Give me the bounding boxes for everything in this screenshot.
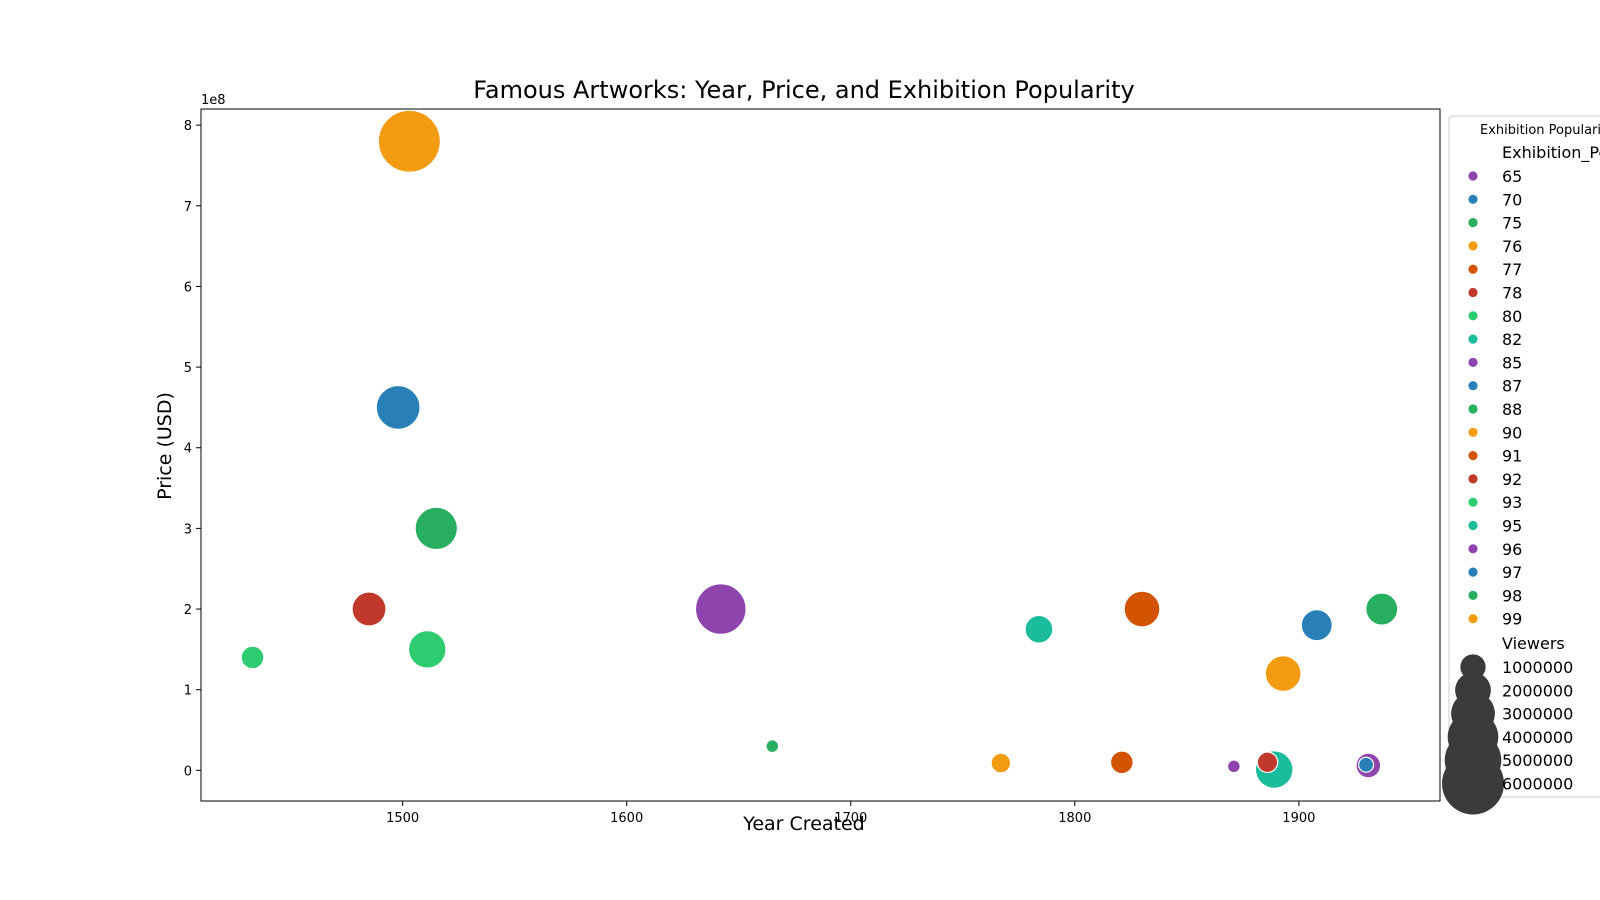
legend-size-label: 5000000 [1502,751,1573,770]
legend-hue-label: 98 [1502,586,1522,605]
legend-hue-label: 78 [1502,284,1522,303]
legend-color-swatch [1468,544,1478,554]
legend-color-swatch [1468,264,1478,274]
legend-hue-label: 95 [1502,517,1522,536]
legend-size-label: 4000000 [1502,728,1573,747]
y-tick-label: 2 [184,603,192,618]
legend-hue-label: 80 [1502,307,1522,326]
legend-color-swatch [1468,194,1478,204]
legend-hue-label: 97 [1502,563,1522,582]
plot-frame [200,108,1441,802]
legend-size-header: Viewers [1502,634,1565,653]
y-tick-label: 1 [184,684,192,699]
y-axis-label: Price (USD) [154,392,176,500]
legend-color-swatch [1468,427,1478,437]
legend-size-label: 6000000 [1502,775,1573,794]
legend-hue-label: 92 [1502,470,1522,489]
legend-hue-label: 88 [1502,400,1522,419]
chart-title: Famous Artworks: Year, Price, and Exhibi… [473,76,1134,104]
x-tick-label: 1500 [386,811,419,826]
data-point [1365,592,1399,626]
y-tick-label: 7 [184,200,192,215]
y-tick-label: 5 [184,361,192,376]
legend-hue-label: 77 [1502,260,1522,279]
data-point [1109,750,1134,775]
legend-hue-label: 65 [1502,167,1522,186]
data-point [1300,609,1333,642]
legend-hue-label: 70 [1502,190,1522,209]
legend-color-swatch [1468,171,1478,181]
y-axis-offset-text: 1e8 [201,93,226,108]
x-tick-label: 1700 [834,811,867,826]
legend-hue-label: 96 [1502,540,1522,559]
y-tick-label: 0 [184,764,192,779]
data-points [240,109,1399,789]
legend-hue-header: Exhibition_Popularity [1502,143,1600,163]
legend-size-label: 2000000 [1502,681,1573,700]
legend-color-swatch [1468,404,1478,414]
legend-color-swatch [1468,241,1478,251]
data-point [375,384,421,430]
legend-size-entries: 1000000 2000000 3000000 4000000 5000000 60000… [1442,654,1573,815]
data-point [240,645,265,670]
data-point [1123,590,1161,628]
legend-color-swatch [1468,381,1478,391]
legend-hue-label: 76 [1502,237,1522,256]
legend-color-swatch [1468,311,1478,321]
legend-title: Exhibition Popularity [1480,123,1600,138]
data-point [1264,655,1302,693]
legend-hue-entries: 65 70 75 76 77 78 80 82 85 87 88 90 91 92 93 95 96 97 98 99 [1468,167,1522,629]
y-tick-label: 6 [184,280,192,295]
legend-color-swatch [1468,287,1478,298]
data-point [351,591,387,627]
legend-color-swatch [1468,614,1478,624]
data-point [377,109,441,173]
data-point [1357,756,1375,773]
legend-hue-label: 75 [1502,214,1522,233]
legend-frame [1448,115,1600,798]
x-axis-label: Year Created [742,813,864,835]
data-point [407,630,447,669]
legend-color-swatch [1468,567,1478,577]
data-point [1226,759,1241,774]
x-axis-ticks: 1500 1600 1700 1800 1900 [386,801,1315,826]
legend-size-label: 1000000 [1502,658,1573,677]
data-point [414,506,459,551]
data-point [990,752,1012,774]
legend-size-label: 3000000 [1502,705,1573,724]
legend-color-swatch [1468,357,1478,367]
y-axis-ticks: 0 1 2 3 4 5 6 7 8 [184,119,201,779]
data-point [694,583,747,635]
legend-hue-label: 85 [1502,353,1522,372]
legend-color-swatch [1468,590,1478,601]
x-tick-label: 1600 [610,811,643,826]
legend-color-swatch [1468,497,1478,507]
data-point [765,739,780,754]
legend-color-swatch [1468,474,1478,484]
legend-hue-label: 93 [1502,493,1522,512]
legend-hue-label: 87 [1502,377,1522,396]
data-point [1024,614,1054,644]
y-tick-label: 8 [184,119,192,134]
legend-hue-label: 91 [1502,447,1522,466]
legend-color-swatch [1468,218,1478,228]
legend-color-swatch [1468,520,1478,531]
legend-color-swatch [1468,334,1478,344]
legend-hue-label: 90 [1502,423,1522,442]
y-tick-label: 4 [184,442,192,457]
legend-hue-label: 82 [1502,330,1522,349]
x-tick-label: 1800 [1058,811,1091,826]
x-tick-label: 1900 [1282,811,1315,826]
legend-size-marker [1442,752,1504,815]
legend-color-swatch [1468,451,1478,461]
data-point [1256,751,1279,774]
legend-hue-label: 99 [1502,610,1522,629]
legend: Exhibition Popularity Exhibition_Popular… [1442,115,1600,815]
legend-size-marker [1460,654,1486,680]
y-tick-label: 3 [184,522,192,537]
